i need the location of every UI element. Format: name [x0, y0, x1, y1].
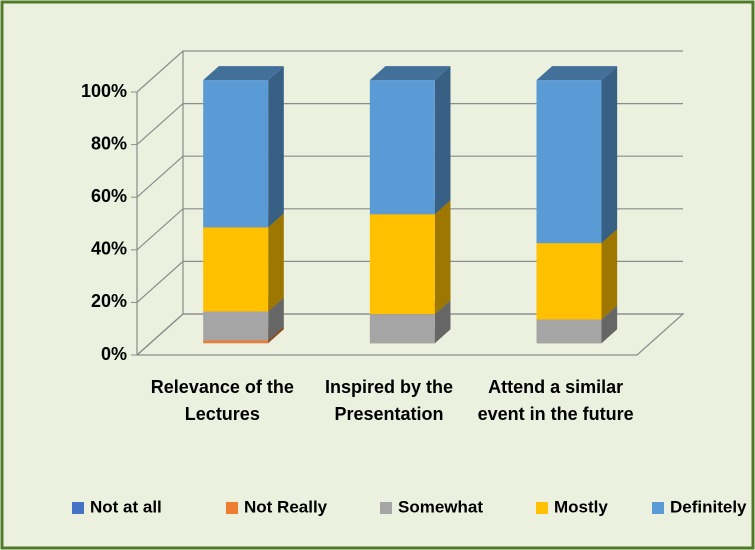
- y-tick-label: 0%: [101, 344, 127, 364]
- y-tick-label: 80%: [91, 133, 127, 153]
- bar-side: [601, 229, 618, 320]
- bar-side: [268, 326, 284, 344]
- bar-side: [601, 66, 618, 244]
- y-tick-label: 60%: [91, 186, 127, 206]
- bar: [369, 214, 435, 315]
- bar-side: [268, 213, 284, 312]
- legend-swatch: [226, 502, 238, 514]
- bar-top: [203, 66, 284, 81]
- bar-top: [369, 66, 451, 81]
- legend-swatch: [72, 502, 84, 514]
- bar-side: [268, 66, 284, 228]
- bar: [369, 80, 435, 215]
- x-tick-label: Attend a similar event in the future: [477, 377, 634, 424]
- bar-side: [434, 200, 451, 315]
- y-tick-label: 100%: [81, 81, 127, 101]
- legend-swatch: [536, 502, 548, 514]
- y-tick-label: 20%: [91, 291, 127, 311]
- y-tick-label: 40%: [91, 239, 127, 259]
- bar-side: [434, 300, 451, 344]
- legend-swatch: [652, 502, 664, 514]
- x-tick-label: Relevance of the Lectures: [150, 377, 294, 424]
- bar: [203, 340, 269, 344]
- bar: [369, 314, 435, 344]
- bar-top: [536, 66, 618, 81]
- bar: [536, 319, 602, 344]
- bar-side: [601, 305, 618, 344]
- legend-swatch: [380, 502, 392, 514]
- bar: [536, 80, 602, 244]
- bar: [536, 243, 602, 320]
- legend-label: Somewhat: [398, 497, 483, 516]
- bar: [203, 311, 269, 341]
- legend-label: Not Really: [244, 497, 328, 516]
- bar: [203, 227, 269, 312]
- bar-side: [268, 297, 284, 341]
- legend-label: Mostly: [554, 497, 608, 516]
- x-tick-label: Inspired by the Presentation: [324, 377, 454, 424]
- legend-label: Definitely: [670, 497, 747, 516]
- bar-side: [434, 66, 451, 215]
- legend-label: Not at all: [90, 497, 162, 516]
- bar: [203, 80, 269, 228]
